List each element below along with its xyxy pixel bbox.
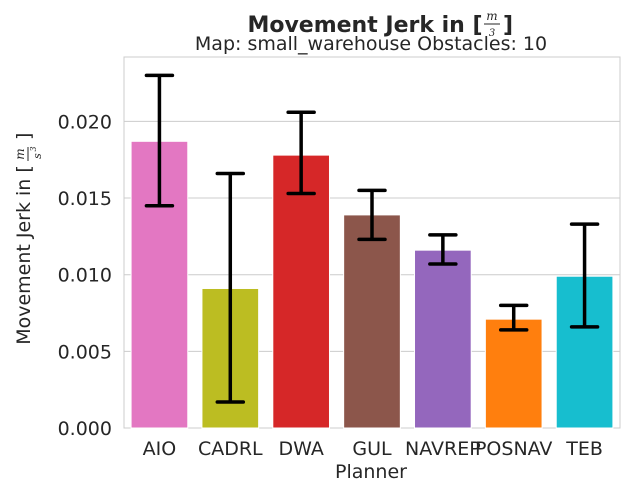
x-axis-label: Planner bbox=[335, 461, 407, 483]
chart-title-prefix: Movement Jerk in [ bbox=[247, 13, 482, 38]
error-bar-navrep bbox=[428, 233, 458, 266]
error-bar-gul bbox=[357, 188, 387, 242]
error-bars bbox=[144, 73, 600, 404]
y-axis-unit-numerator: m bbox=[13, 148, 27, 159]
bar-navrep bbox=[414, 249, 472, 429]
error-bar-teb bbox=[569, 222, 600, 329]
y-tick-label: 0.010 bbox=[58, 265, 112, 287]
title-unit-numerator: m bbox=[486, 9, 497, 23]
y-tick-label: 0.005 bbox=[58, 341, 112, 363]
bar-dwa bbox=[272, 154, 330, 429]
bar-posnav bbox=[484, 318, 543, 429]
y-axis-label-suffix: ] bbox=[13, 133, 35, 140]
error-bar-aio bbox=[144, 73, 175, 208]
bars bbox=[130, 140, 614, 429]
error-bar-cadrl bbox=[215, 171, 246, 404]
title-unit-fraction: m 3 bbox=[484, 9, 500, 39]
y-axis-unit-denominator: s bbox=[31, 153, 44, 159]
x-tick-label-aio: AIO bbox=[143, 438, 177, 460]
x-tick-label-navrep: NAVREP bbox=[405, 438, 481, 460]
x-tick-label-teb: TEB bbox=[565, 438, 603, 460]
error-bar-posnav bbox=[498, 303, 529, 332]
chart-subtitle: Map: small_warehouse Obstacles: 10 bbox=[195, 33, 547, 55]
y-axis-label-prefix: Movement Jerk in [ bbox=[13, 165, 35, 345]
bar-gul bbox=[343, 214, 401, 429]
y-axis-label: Movement Jerk in [ m s 3 ] bbox=[13, 133, 44, 345]
chart-title-suffix: ] bbox=[503, 13, 513, 38]
x-tick-label-dwa: DWA bbox=[278, 438, 323, 460]
y-axis-unit-exponent: 3 bbox=[29, 146, 38, 151]
x-tick-label-posnav: POSNAV bbox=[475, 438, 552, 460]
title-unit-denominator: 3 bbox=[489, 28, 495, 39]
y-tick-labels: 0.000 0.005 0.010 0.015 0.020 bbox=[58, 111, 112, 440]
y-tick-label: 0.015 bbox=[58, 188, 112, 210]
y-tick-label: 0.000 bbox=[58, 418, 112, 440]
x-tick-label-gul: GUL bbox=[352, 438, 392, 460]
x-tick-label-cadrl: CADRL bbox=[198, 438, 263, 460]
error-bar-dwa bbox=[286, 110, 316, 196]
chart-title: Movement Jerk in [ bbox=[247, 13, 482, 38]
y-tick-label: 0.020 bbox=[58, 111, 112, 133]
